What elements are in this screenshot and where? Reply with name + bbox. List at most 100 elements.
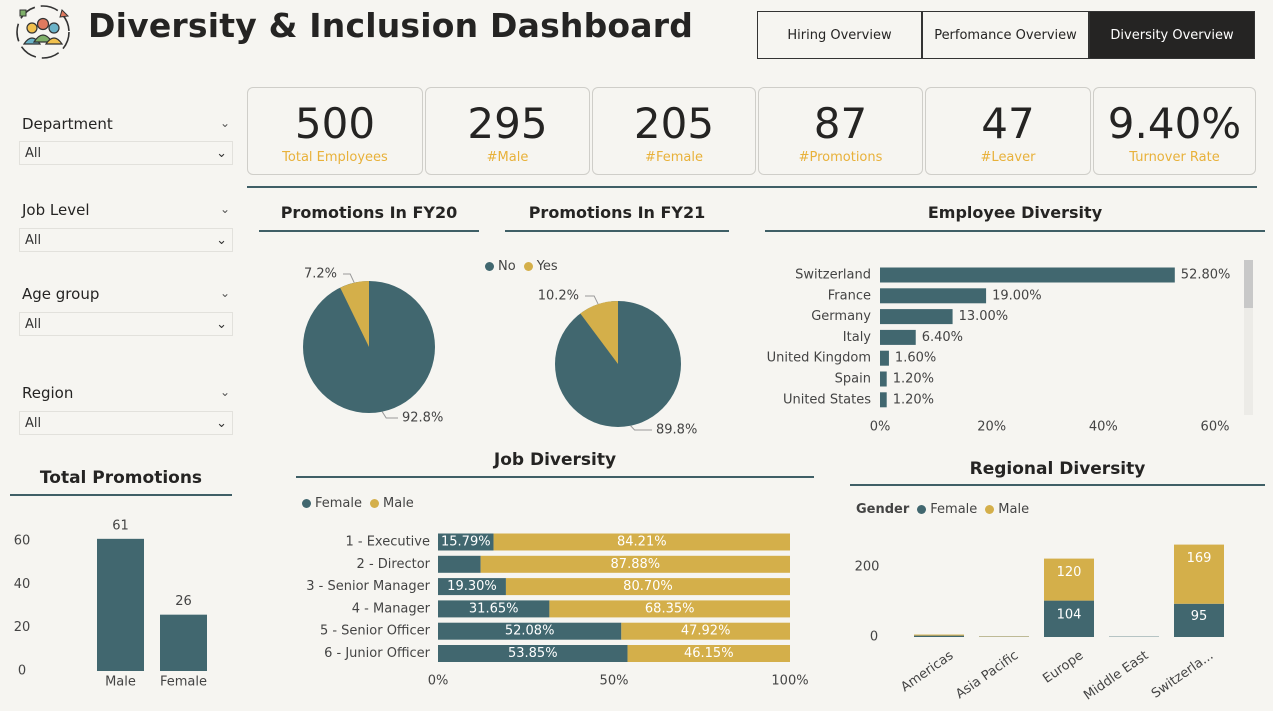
- job-male-bar: [549, 600, 790, 618]
- no-swatch: [485, 262, 494, 271]
- divider: [765, 230, 1265, 232]
- employee-category-label: France: [828, 288, 871, 303]
- kpi-label: Turnover Rate: [1129, 150, 1220, 165]
- female-pct-label: 53.85%: [508, 646, 558, 661]
- male-pct-label: 80.70%: [623, 579, 673, 594]
- department-value: All: [25, 145, 42, 161]
- region-category-label: Europe: [1040, 648, 1086, 687]
- regional-male-bar: [1044, 558, 1094, 601]
- age-group-filter-label: Age group: [22, 285, 100, 303]
- male-pct-label: 47.92%: [681, 624, 731, 639]
- chevron-down-icon[interactable]: ⌄: [220, 286, 231, 300]
- job-male-bar: [621, 622, 790, 640]
- kpi-divider: [247, 186, 1257, 188]
- x-tick-label: 100%: [771, 674, 808, 689]
- leader-line: [381, 411, 398, 419]
- leader-line: [630, 425, 652, 431]
- kpi-card-female: 205 #Female: [592, 87, 756, 175]
- kpi-label: #Male: [486, 150, 529, 165]
- pie-label-no: 92.8%: [402, 411, 443, 426]
- age-group-dropdown[interactable]: All ⌄: [19, 312, 233, 336]
- divider: [259, 230, 479, 232]
- pie-label-yes: 10.2%: [538, 289, 579, 304]
- x-category-label: Female: [160, 675, 207, 690]
- job-level-dropdown[interactable]: All ⌄: [19, 228, 233, 252]
- employee-category-label: Germany: [811, 309, 871, 324]
- employee-value-label: 13.00%: [959, 309, 1009, 324]
- department-dropdown[interactable]: All ⌄: [19, 141, 233, 165]
- leader-line: [343, 273, 355, 283]
- age-group-value: All: [25, 316, 42, 332]
- female-pct-label: 31.65%: [469, 601, 519, 616]
- regional-male-bar: [1174, 544, 1224, 604]
- x-tick-label: 50%: [600, 674, 629, 689]
- job-female-bar: [438, 578, 506, 596]
- region-category-label: Switzerla...: [1149, 648, 1216, 701]
- job-male-bar: [480, 555, 790, 573]
- y-tick-label: 60: [14, 534, 31, 549]
- region-category-label: Middle East: [1081, 648, 1151, 703]
- y-tick-label: 0: [870, 630, 878, 645]
- regional-female-bar: [1174, 603, 1224, 637]
- male-value-label: 169: [1187, 551, 1212, 566]
- diversity-overview-button[interactable]: Diversity Overview: [1089, 11, 1255, 59]
- pie-label-yes: 7.2%: [304, 267, 337, 282]
- kpi-card-leaver: 47 #Leaver: [925, 87, 1091, 175]
- chevron-down-icon[interactable]: ⌄: [220, 385, 231, 399]
- legend-female: Female: [315, 496, 363, 511]
- chevron-down-icon: ⌄: [216, 232, 227, 248]
- legend-no: No: [498, 259, 516, 274]
- legend-yes: Yes: [536, 259, 558, 274]
- kpi-card-male: 295 #Male: [425, 87, 590, 175]
- employee-diversity-bar: [880, 267, 1175, 283]
- page-title: Diversity & Inclusion Dashboard: [88, 6, 694, 45]
- male-pct-label: 68.35%: [645, 601, 695, 616]
- female-pct-label: 15.79%: [441, 535, 491, 550]
- performance-overview-button[interactable]: Perfomance Overview: [922, 11, 1089, 59]
- regional-female-bar: [914, 635, 964, 637]
- female-pct-label: 19.30%: [447, 579, 497, 594]
- employee-diversity-bar: [880, 371, 887, 387]
- female-value-label: 104: [1057, 607, 1082, 622]
- chevron-down-icon[interactable]: ⌄: [220, 116, 231, 130]
- kpi-value: 500: [294, 99, 376, 148]
- regional-diversity-legend: Gender Female Male: [856, 502, 1029, 517]
- kpi-value: 295: [467, 99, 548, 148]
- male-swatch: [985, 505, 995, 514]
- regional-diversity-title: Regional Diversity: [969, 459, 1146, 479]
- regional-female-bar: [1044, 600, 1094, 637]
- y-tick-label: 20: [14, 620, 31, 635]
- hiring-overview-button[interactable]: Hiring Overview: [757, 11, 922, 59]
- divider: [10, 494, 232, 496]
- job-level-label: 4 - Manager: [352, 601, 431, 616]
- promotions-fy21-title: Promotions In FY21: [528, 203, 706, 222]
- employee-diversity-title: Employee Diversity: [927, 203, 1103, 222]
- total-promotions-bar: [160, 614, 207, 671]
- leader-line: [585, 295, 599, 305]
- pie-label-no: 89.8%: [656, 423, 697, 438]
- x-tick-label: 0%: [428, 674, 449, 689]
- region-category-label: Americas: [898, 648, 956, 695]
- bar-value-label: 26: [175, 594, 192, 609]
- promotions-legend: No Yes: [485, 259, 558, 274]
- male-swatch: [370, 499, 380, 508]
- employee-value-label: 1.20%: [893, 372, 934, 387]
- y-tick-label: 200: [855, 560, 880, 575]
- chevron-down-icon[interactable]: ⌄: [220, 202, 231, 216]
- region-category-label: Asia Pacific: [953, 648, 1021, 702]
- scrollbar-thumb[interactable]: [1244, 260, 1253, 308]
- employee-diversity-scrollbar[interactable]: [1244, 260, 1253, 415]
- region-dropdown[interactable]: All ⌄: [19, 411, 233, 435]
- kpi-card-promotions: 87 #Promotions: [758, 87, 923, 175]
- divider: [850, 484, 1265, 486]
- kpi-card-turnover-rate: 9.40% Turnover Rate: [1093, 87, 1256, 175]
- job-female-bar: [438, 555, 481, 573]
- female-swatch: [917, 505, 927, 514]
- x-tick-label: 40%: [1089, 420, 1118, 435]
- total-promotions-title: Total Promotions: [39, 468, 203, 488]
- employee-diversity-bar: [880, 392, 887, 408]
- kpi-label: #Promotions: [798, 150, 883, 165]
- male-value-label: 120: [1057, 565, 1082, 580]
- divider: [296, 476, 814, 478]
